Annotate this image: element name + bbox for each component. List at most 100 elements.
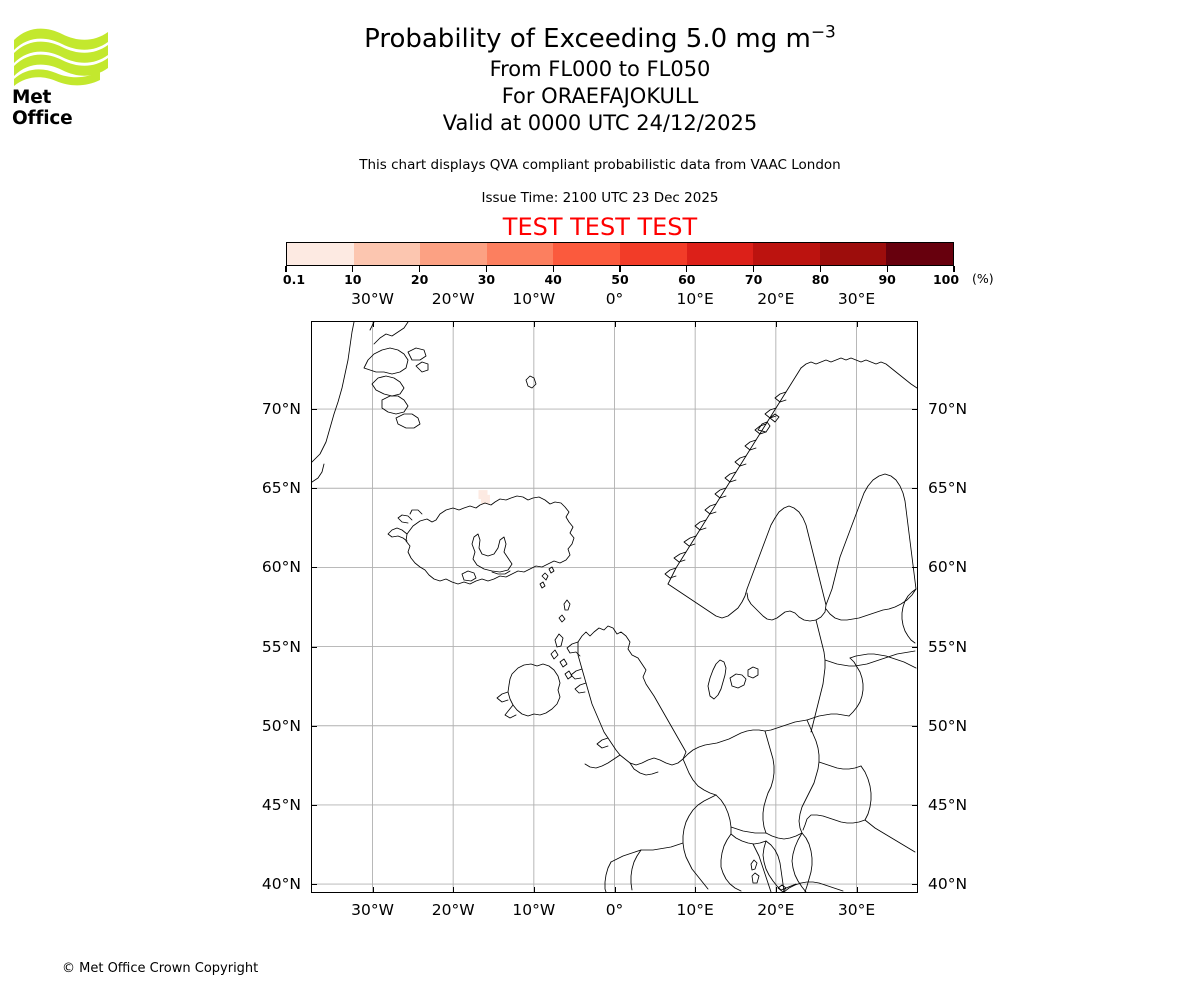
lon-tick-top [533,322,535,327]
lat-tick-left [312,488,317,490]
lon-tick-bottom [695,887,697,892]
ash-probability-cell [480,494,490,504]
colorbar-tick-label: 10 [344,272,362,287]
colorbar-tick [686,266,688,272]
lat-label-right: 55°N [928,637,968,656]
lon-tick-bottom [453,887,455,892]
lat-tick-right [912,567,917,569]
colorbar-tick-label: 80 [811,272,830,287]
lon-label-bottom: 10°E [676,901,714,919]
colorbar-tick [886,266,888,272]
colorbar-tick-label: 60 [678,272,696,287]
test-banner: TEST TEST TEST [502,213,698,241]
lon-label-bottom: 20°E [757,901,795,919]
page-title-exponent: −3 [810,22,836,43]
lon-label-top: 10°E [676,290,714,308]
colorbar-tick [819,266,821,272]
volcano-line: For ORAEFAJOKULL [501,84,699,108]
lat-label-right: 60°N [928,558,968,577]
lat-label-right: 45°N [928,795,968,814]
ash-plume-layer [478,490,490,504]
lon-label-top: 20°E [757,290,795,308]
lat-label-right: 50°N [928,716,968,735]
page-title-text: Probability of Exceeding 5.0 mg m [364,24,811,54]
lat-tick-left [312,567,317,569]
lon-label-bottom: 30°E [837,901,876,919]
lon-tick-top [856,322,858,327]
lat-label-right: 70°N [928,400,968,419]
colorbar-band-9 [886,243,953,265]
met-office-logo: Met Office [12,24,110,129]
copyright-notice: © Met Office Crown Copyright [62,961,259,976]
colorbar-tick-label: 90 [878,272,896,287]
colorbar-band-5 [619,243,687,265]
colorbar-band-6 [686,243,754,265]
lat-tick-left [312,725,317,727]
lon-label-top: 20°W [431,290,475,308]
lat-tick-right [912,725,917,727]
met-office-wave-icon [14,28,108,86]
lat-label-left: 50°N [261,716,301,735]
map-plot-area[interactable] [311,321,918,893]
met-office-logo-text: Met Office [12,87,73,129]
colorbar-bands [286,242,954,266]
lat-tick-left [312,409,317,411]
colorbar-tick-label: 20 [410,272,429,287]
lat-tick-left [312,646,317,648]
colorbar-tick-label: 70 [744,272,763,287]
valid-time-line: Valid at 0000 UTC 24/12/2025 [442,111,758,135]
colorbar-tick [619,266,621,272]
lon-label-bottom: 30°W [351,901,394,919]
colorbar-tick [285,266,287,272]
colorbar-tick [419,266,421,272]
colorbar-band-0 [287,243,354,265]
lat-label-right: 40°N [928,875,968,894]
lon-tick-top [775,322,777,327]
lat-label-right: 65°N [928,479,968,498]
lat-label-left: 70°N [261,400,301,419]
lat-tick-left [312,804,317,806]
lat-label-left: 40°N [261,875,301,894]
lon-label-bottom: 0° [605,901,624,919]
colorbar-tick-label: 0.1 [282,272,306,287]
title-block: Probability of Exceeding 5.0 mg m−3 From… [0,22,1200,137]
lat-tick-right [912,646,917,648]
lat-label-left: 45°N [261,795,301,814]
lon-tick-bottom [856,887,858,892]
colorbar-band-8 [819,243,887,265]
colorbar-band-2 [420,243,487,265]
lon-label-top: 10°W [512,290,556,308]
colorbar-tick [552,266,554,272]
lon-tick-bottom [533,887,535,892]
page-title: Probability of Exceeding 5.0 mg m−3 [0,22,1200,56]
map-gridlines [312,322,917,892]
colorbar-tick-label: 40 [544,272,562,287]
colorbar-band-1 [353,243,421,265]
lon-tick-bottom [614,887,616,892]
lon-tick-bottom [372,887,374,892]
colorbar-unit-label: (%) [972,271,994,286]
colorbar-tick [352,266,354,272]
map-coastlines [312,322,917,892]
lon-tick-top [614,322,616,327]
colorbar-tick-label: 50 [611,272,629,287]
colorbar-tick [953,266,955,272]
lat-label-left: 60°N [261,558,301,577]
lon-tick-top [453,322,455,327]
colorbar-tick-label: 30 [477,272,496,287]
colorbar-tick-label: 100 [932,272,960,287]
issue-time: Issue Time: 2100 UTC 23 Dec 2025 [481,190,719,206]
ash-probability-cell [478,490,488,500]
colorbar-band-7 [753,243,820,265]
lon-label-bottom: 20°W [431,901,475,919]
colorbar-band-3 [486,243,554,265]
colorbar-ticks [285,266,955,272]
map-canvas [312,322,917,892]
colorbar-tick [485,266,487,272]
lat-tick-right [912,884,917,886]
lon-label-top: 30°E [837,290,876,308]
lon-tick-top [372,322,374,327]
lon-tick-bottom [775,887,777,892]
lat-tick-right [912,409,917,411]
lat-tick-right [912,804,917,806]
